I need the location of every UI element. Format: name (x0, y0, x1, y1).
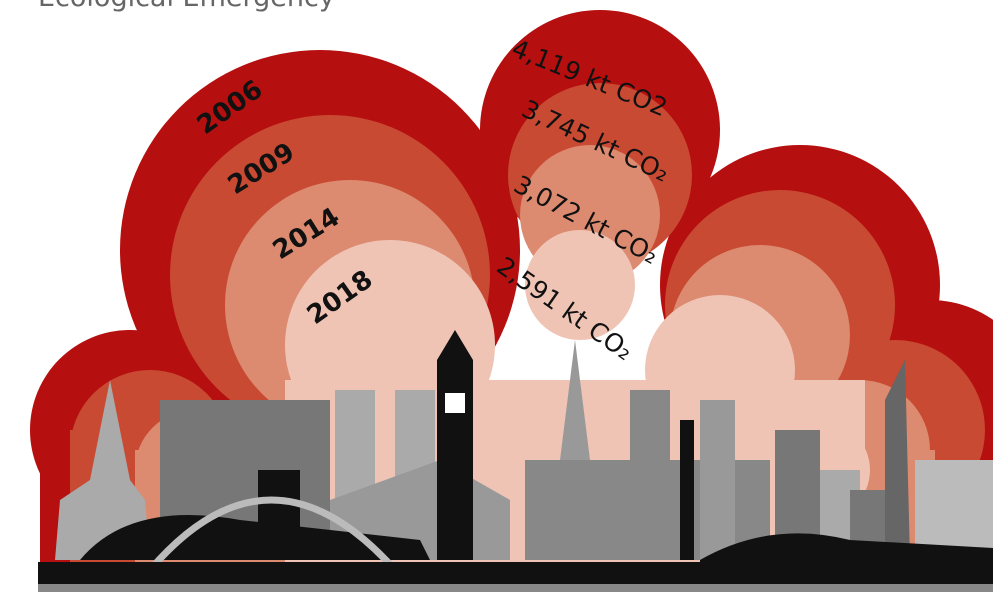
page: Ecological Emergency 20 (0, 0, 993, 592)
title: Ecological Emergency (38, 0, 335, 13)
infographic: Ecological Emergency 20 (0, 0, 993, 592)
